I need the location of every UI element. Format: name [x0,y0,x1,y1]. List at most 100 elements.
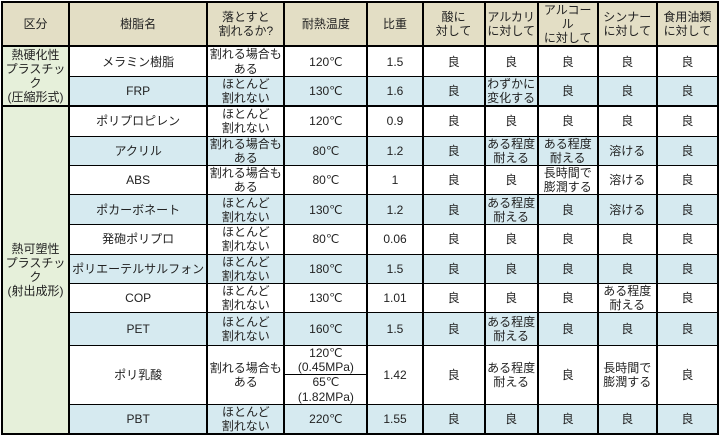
drop-breakage-cell: 割れる場合も ある [206,164,286,196]
edible-oil-cell: 良 [655,312,720,347]
alkali-cell: ある程度 耐える [483,312,539,347]
alcohol-cell: 良 [536,345,599,405]
acid-cell: 良 [421,75,486,107]
edible-oil-cell: 良 [655,45,720,77]
resin-row-cop: COP ほとんど 割れない 130℃ 1.01 良 良 良 ある程度 耐える 良 [2,282,720,314]
resin-name-cell: メラミン樹脂 [68,45,209,77]
thinner-cell: ある程度 耐える [596,282,658,314]
specific-gravity-cell: 1.55 [366,403,424,435]
resin-name-cell: PBT [68,403,209,435]
col-header-thinner: シンナー に対して [596,1,658,48]
edible-oil-cell: 良 [655,253,720,284]
alkali-cell: わずかに 変化する [483,75,539,107]
specific-gravity-cell: 1 [366,164,424,196]
col-header-drop-breakage: 落とすと 割れるか? [206,1,286,48]
drop-breakage-cell: ほとんど 割れない [206,194,286,226]
edible-oil-cell: 良 [655,282,720,314]
edible-oil-cell: 良 [655,135,720,166]
alcohol-cell: 良 [536,75,599,107]
drop-breakage-cell: ほとんど 割れない [206,403,286,435]
thinner-cell: 長時間で 膨潤する [596,345,658,405]
heat-temp-cell: 120℃ [283,105,369,137]
specific-gravity-cell: 1.5 [366,253,424,284]
alcohol-cell: 良 [536,282,599,314]
col-header-specific-gravity: 比重 [366,1,424,48]
resin-row-foamed-polypro: 発砲ポリプロ ほとんど 割れない 80℃ 0.06 良 良 良 良 良 [2,224,720,255]
drop-breakage-cell: ほとんど 割れない [206,253,286,284]
heat-temp-cell: 80℃ [283,135,369,166]
resin-row-pet: PET ほとんど 割れない 160℃ 1.5 良 ある程度 耐える 良 良 良 [2,312,720,347]
col-header-category: 区分 [0,1,71,48]
thinner-cell: 溶ける [596,194,658,226]
acid-cell: 良 [421,45,486,77]
resin-name-cell: 発砲ポリプロ [68,224,209,255]
thinner-cell: 良 [596,403,658,435]
resin-name-cell: ポリ乳酸 [68,345,209,405]
acid-cell: 良 [421,105,486,137]
alkali-cell: 良 [483,403,539,435]
drop-breakage-cell: ほとんど 割れない [206,282,286,314]
thinner-cell: 良 [596,105,658,137]
drop-breakage-cell: ほとんど 割れない [206,105,286,137]
resin-name-cell: COP [68,282,209,314]
acid-cell: 良 [421,194,486,226]
thinner-cell: 溶ける [596,164,658,196]
alcohol-cell: 良 [536,253,599,284]
acid-cell: 良 [421,312,486,347]
heat-temp-cell: 130℃ [283,194,369,226]
heat-temp-cell: 120℃ [283,45,369,77]
heat-temp-cell: 80℃ [283,224,369,255]
alkali-cell: 良 [483,164,539,196]
alkali-cell: 良 [483,282,539,314]
edible-oil-cell: 良 [655,224,720,255]
drop-breakage-cell: 割れる場合も ある [206,135,286,166]
alcohol-cell: 良 [536,224,599,255]
specific-gravity-cell: 1.01 [366,282,424,314]
resin-row-polyethersulfone: ポリエーテルサルフォン ほとんど 割れない 180℃ 1.5 良 良 良 良 良 [2,253,720,284]
specific-gravity-cell: 1.2 [366,194,424,226]
alcohol-cell: 良 [536,194,599,226]
alkali-cell: ある程度 耐える [483,135,539,166]
resin-name-cell: ポカーボネート [68,194,209,226]
heat-temp-cell: 130℃ [283,282,369,314]
acid-cell: 良 [421,135,486,166]
alkali-cell: 良 [483,253,539,284]
thinner-cell: 良 [596,75,658,107]
acid-cell: 良 [421,164,486,196]
heat-temp-cell: 220℃ [283,403,369,435]
thinner-cell: 良 [596,224,658,255]
acid-cell: 良 [421,282,486,314]
alkali-cell: 良 [483,105,539,137]
alcohol-cell: 長時間で 膨潤する [536,164,599,196]
edible-oil-cell: 良 [655,345,720,405]
heat-temp-cell: 180℃ [283,253,369,284]
heat-temp-cell-lower: 65℃ (1.82MPa) [283,374,369,405]
specific-gravity-cell: 1.5 [366,45,424,77]
resin-row-abs: ABS 割れる場合も ある 80℃ 1 良 良 長時間で 膨潤する 溶ける 良 [2,164,720,196]
resin-row-frp: FRP ほとんど 割れない 130℃ 1.6 良 わずかに 変化する 良 良 良 [2,75,720,107]
resin-row-acrylic: アクリル 割れる場合も ある 80℃ 1.2 良 ある程度 耐える ある程度 耐… [2,135,720,166]
drop-breakage-cell: 割れる場合も ある [206,345,286,405]
edible-oil-cell: 良 [655,194,720,226]
resin-name-cell: FRP [68,75,209,107]
edible-oil-cell: 良 [655,164,720,196]
alcohol-cell: 良 [536,45,599,77]
drop-breakage-cell: ほとんど 割れない [206,312,286,347]
resin-name-cell: ABS [68,164,209,196]
category-cell-thermosetting: 熱硬化性 プラスチック (圧縮形式) [0,45,71,107]
acid-cell: 良 [421,224,486,255]
col-header-edible-oil: 食用油類 に対して [655,1,720,48]
drop-breakage-cell: ほとんど 割れない [206,75,286,107]
alcohol-cell: 良 [536,312,599,347]
edible-oil-cell: 良 [655,105,720,137]
col-header-acid: 酸に 対して [421,1,486,48]
alkali-cell: 良 [483,224,539,255]
resin-row-melamine: 熱硬化性 プラスチック (圧縮形式) メラミン樹脂 割れる場合も ある 120℃… [0,45,720,107]
edible-oil-cell: 良 [655,403,720,435]
thinner-cell: 良 [596,253,658,284]
specific-gravity-cell: 1.5 [366,312,424,347]
col-header-alcohol: アルコール に対して [536,1,599,48]
specific-gravity-cell: 1.6 [366,75,424,107]
col-header-alkali: アルカリ に対して [483,1,539,48]
